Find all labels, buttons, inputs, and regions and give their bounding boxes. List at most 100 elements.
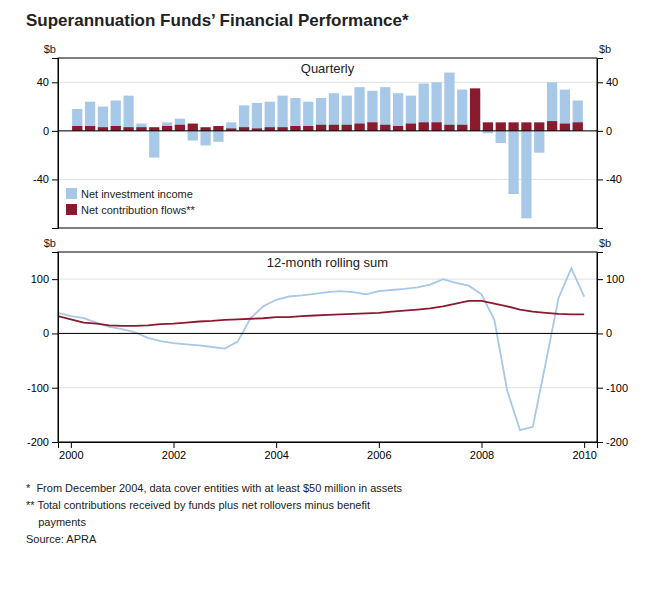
bar bbox=[380, 125, 390, 131]
bar bbox=[277, 127, 287, 131]
tick-label: -40 bbox=[33, 173, 49, 185]
tick-label: -200 bbox=[606, 436, 628, 448]
legend-label: Net investment income bbox=[81, 188, 193, 200]
bar bbox=[290, 98, 300, 131]
bar bbox=[534, 131, 544, 153]
tick-label: -40 bbox=[606, 173, 622, 185]
bar bbox=[85, 126, 95, 131]
bar bbox=[573, 122, 583, 131]
tick-label: 0 bbox=[606, 327, 612, 339]
tick: 0 bbox=[43, 327, 58, 339]
axis-line bbox=[52, 253, 59, 443]
tick: -200 bbox=[27, 436, 58, 448]
tick-label: 0 bbox=[606, 125, 612, 137]
bar bbox=[72, 109, 82, 131]
tick: -100 bbox=[27, 382, 58, 394]
tick-mark bbox=[597, 131, 603, 132]
legend: Net investment income Net contribution fl… bbox=[66, 188, 195, 216]
bar bbox=[111, 101, 121, 131]
tick-label: -200 bbox=[27, 436, 49, 448]
y-axis-left: -200 -100 0 100 bbox=[27, 253, 59, 449]
bar bbox=[354, 124, 364, 131]
bar bbox=[547, 82, 557, 131]
bar bbox=[252, 103, 262, 131]
y-axis-left: -40 0 40 bbox=[33, 59, 58, 229]
bar bbox=[162, 122, 172, 131]
tick-label: 2008 bbox=[470, 449, 494, 461]
legend-label: Net contribution flows** bbox=[81, 204, 195, 216]
tick: 40 bbox=[37, 76, 58, 88]
bar bbox=[188, 124, 198, 131]
bar bbox=[213, 131, 223, 142]
tick-mark bbox=[482, 442, 483, 448]
chart-title: Superannuation Funds’ Financial Performa… bbox=[26, 11, 409, 30]
bar bbox=[367, 91, 377, 131]
tick: 2006 bbox=[367, 442, 391, 461]
bar bbox=[393, 93, 403, 131]
axis-line bbox=[598, 59, 604, 229]
bar bbox=[239, 105, 249, 131]
legend-swatch bbox=[66, 188, 77, 199]
bar bbox=[175, 125, 185, 131]
axis-line bbox=[59, 443, 598, 449]
marks bbox=[72, 73, 583, 219]
bar bbox=[290, 126, 300, 131]
footnote: Source: APRA bbox=[26, 533, 97, 545]
axis-unit-label: $b bbox=[44, 237, 56, 249]
grid-line bbox=[58, 82, 597, 83]
grid-line bbox=[58, 279, 597, 280]
panel-title: Quarterly bbox=[301, 61, 355, 76]
bar bbox=[342, 96, 352, 131]
bar bbox=[277, 96, 287, 131]
tick-label: 2006 bbox=[367, 449, 391, 461]
tick: 2000 bbox=[59, 442, 83, 461]
footnote: ** Total contributions received by funds… bbox=[26, 499, 370, 511]
bar bbox=[265, 127, 275, 131]
tick-mark bbox=[597, 388, 603, 389]
tick: -40 bbox=[597, 173, 622, 185]
tick-mark bbox=[597, 279, 603, 280]
bar bbox=[508, 122, 518, 131]
axis-unit-label: $b bbox=[599, 43, 611, 55]
tick-label: 2004 bbox=[264, 449, 288, 461]
bar bbox=[406, 96, 416, 131]
bar bbox=[444, 125, 454, 131]
bar bbox=[316, 125, 326, 131]
marks bbox=[58, 268, 584, 430]
tick-label: 0 bbox=[43, 125, 49, 137]
bar bbox=[136, 124, 146, 131]
bar bbox=[547, 121, 557, 131]
bar bbox=[496, 122, 506, 131]
tick: -40 bbox=[33, 173, 58, 185]
tick: 2004 bbox=[264, 442, 288, 461]
tick-label: 100 bbox=[31, 273, 49, 285]
bar bbox=[406, 124, 416, 131]
legend-item: Net investment income bbox=[66, 188, 193, 200]
tick-mark bbox=[276, 442, 277, 448]
tick-mark bbox=[52, 279, 58, 280]
bar bbox=[136, 127, 146, 131]
bar bbox=[342, 125, 352, 131]
grid-line bbox=[58, 130, 597, 131]
tick-mark bbox=[52, 333, 58, 334]
bar bbox=[457, 90, 467, 131]
bar bbox=[470, 88, 480, 131]
bar bbox=[123, 127, 133, 131]
bar bbox=[573, 101, 583, 131]
bar bbox=[200, 127, 210, 131]
x-axis: 200020022004200620082010 bbox=[59, 442, 598, 461]
bar bbox=[431, 82, 441, 131]
bar bbox=[380, 87, 390, 131]
panel: -40 0 40 -40 0 40 $b $b Quarterly Net investment … bbox=[33, 43, 622, 229]
grid-line bbox=[58, 387, 597, 388]
tick-mark bbox=[52, 131, 58, 132]
bar bbox=[123, 96, 133, 131]
bar bbox=[239, 127, 249, 131]
bar bbox=[98, 127, 108, 131]
bar bbox=[111, 126, 121, 131]
bar bbox=[149, 131, 159, 158]
tick: 40 bbox=[597, 76, 618, 88]
axis-unit-label: $b bbox=[44, 43, 56, 55]
tick-label: -100 bbox=[27, 382, 49, 394]
bar bbox=[431, 122, 441, 131]
